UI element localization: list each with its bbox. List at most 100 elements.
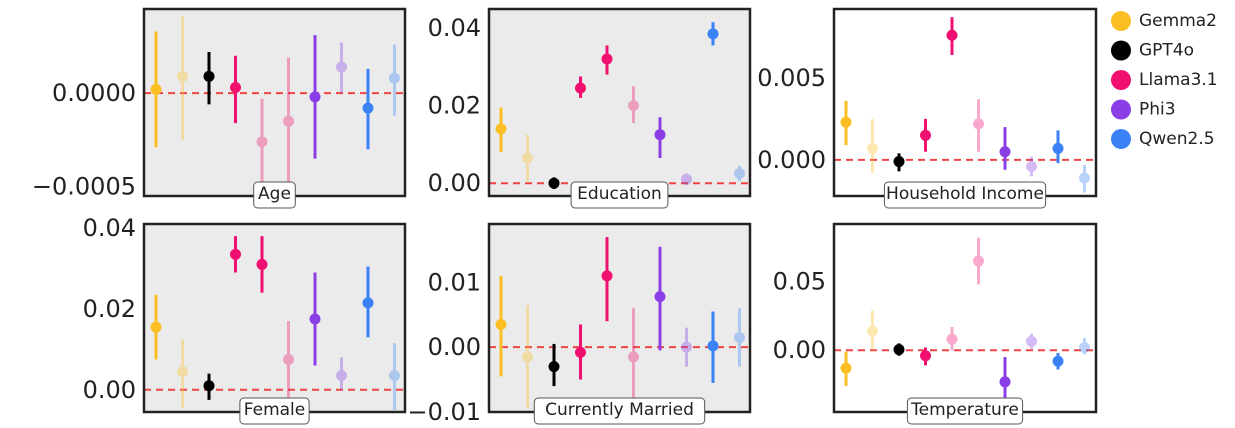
- point-marker: [973, 255, 984, 267]
- point-marker: [336, 370, 347, 382]
- y-tick-label: 0.02: [428, 92, 481, 120]
- point-marker: [1026, 335, 1037, 347]
- point-gemma2: [840, 100, 852, 146]
- panel-label: Education: [577, 184, 662, 204]
- point-marker: [309, 91, 321, 103]
- point-marker: [256, 258, 268, 270]
- point-gemma2-faded: [522, 305, 533, 409]
- point-marker: [734, 167, 745, 179]
- point-marker: [283, 115, 294, 127]
- point-marker: [1052, 355, 1064, 367]
- y-tick-label: −0.0005: [32, 173, 136, 201]
- point-marker: [1079, 172, 1090, 184]
- point-phi3-faded: [681, 327, 692, 367]
- legend-label: Gemma2: [1139, 11, 1217, 31]
- legend-entry-qwen25: Qwen2.5: [1111, 129, 1215, 149]
- point-gemma2-faded: [867, 118, 878, 174]
- point-marker: [707, 28, 719, 40]
- point-marker: [203, 380, 215, 392]
- point-marker: [522, 351, 533, 363]
- point-marker: [495, 123, 507, 135]
- point-marker: [999, 146, 1011, 158]
- y-tick-label: 0.02: [83, 295, 136, 323]
- panel-label-box: [570, 181, 669, 209]
- panel-background: [144, 9, 405, 196]
- point-llama31: [920, 118, 931, 152]
- point-gpt4o: [548, 177, 560, 190]
- panel-age: −0.0005 0.0000 Age: [32, 7, 407, 209]
- point-marker: [681, 341, 692, 353]
- point-marker: [256, 136, 268, 148]
- point-marker: [840, 362, 852, 374]
- panel-temperature: 0.00 0.05 Temperature: [773, 222, 1098, 425]
- y-tick-label: 0.04: [83, 214, 136, 242]
- legend: Gemma2 GPT4o Llama3.1 Phi3 Qwen2.5: [1111, 11, 1218, 149]
- legend-entry-llama31: Llama3.1: [1111, 70, 1218, 90]
- point-phi3-faded: [336, 42, 347, 94]
- y-tick-label: 0.00: [773, 336, 826, 364]
- point-qwen25: [362, 68, 374, 150]
- point-marker: [920, 129, 931, 141]
- point-marker: [575, 82, 586, 94]
- point-qwen25: [1052, 130, 1064, 164]
- legend-label: GPT4o: [1139, 41, 1194, 61]
- point-phi3: [654, 117, 666, 158]
- point-marker: [230, 82, 241, 94]
- point-qwen25: [1052, 352, 1064, 370]
- point-marker: [867, 325, 878, 337]
- point-marker: [1079, 342, 1090, 354]
- point-marker: [681, 173, 692, 185]
- point-marker: [628, 351, 639, 363]
- panel-label: Female: [244, 400, 305, 420]
- point-marker: [654, 129, 666, 141]
- point-gemma2-faded: [177, 339, 188, 408]
- point-gemma2: [150, 31, 162, 148]
- point-qwen25-faded: [1079, 164, 1090, 193]
- panel-female: 0.00 0.02 0.04 Female: [83, 214, 407, 425]
- point-llama31: [946, 17, 958, 55]
- point-marker: [893, 344, 905, 356]
- point-llama31-faded: [256, 98, 268, 198]
- point-llama31-faded: [973, 237, 984, 285]
- point-marker: [946, 29, 958, 41]
- y-tick-label: 0.01: [428, 268, 481, 296]
- point-marker: [973, 118, 984, 130]
- point-marker: [177, 366, 188, 378]
- legend-marker: [1111, 129, 1131, 149]
- point-marker: [654, 291, 666, 303]
- point-llama31-faded: [283, 321, 294, 406]
- point-phi3: [309, 35, 321, 159]
- point-marker: [893, 156, 905, 168]
- point-qwen25-faded: [734, 165, 745, 182]
- point-llama31: [575, 324, 586, 380]
- point-llama31: [256, 236, 268, 293]
- panel-background: [489, 224, 750, 412]
- point-qwen25: [707, 311, 719, 383]
- point-gemma2-faded: [867, 310, 878, 351]
- legend-marker: [1111, 99, 1131, 120]
- y-tick-label: 0.000: [757, 146, 826, 174]
- point-phi3-faded: [336, 357, 347, 390]
- point-llama31: [575, 76, 586, 98]
- legend-marker: [1111, 40, 1131, 61]
- point-qwen25: [362, 266, 374, 338]
- point-gemma2: [840, 351, 852, 386]
- point-gpt4o: [893, 153, 905, 172]
- panel-label-box: [883, 181, 1047, 209]
- point-marker: [1026, 160, 1037, 172]
- point-marker: [707, 340, 719, 352]
- point-marker: [362, 102, 374, 114]
- point-llama31: [601, 236, 613, 322]
- point-marker: [920, 350, 931, 362]
- point-llama31-faded: [628, 308, 639, 412]
- point-llama31: [230, 55, 241, 124]
- point-llama31-faded: [628, 86, 639, 124]
- point-qwen25: [707, 22, 719, 46]
- point-marker: [548, 361, 560, 373]
- panel-currently-married: −0.01 0.00 0.01 Currently Married: [407, 222, 752, 426]
- point-marker: [203, 70, 215, 82]
- point-phi3: [999, 127, 1011, 170]
- point-phi3: [654, 246, 666, 351]
- point-gemma2-faded: [522, 134, 533, 182]
- point-marker: [601, 270, 613, 282]
